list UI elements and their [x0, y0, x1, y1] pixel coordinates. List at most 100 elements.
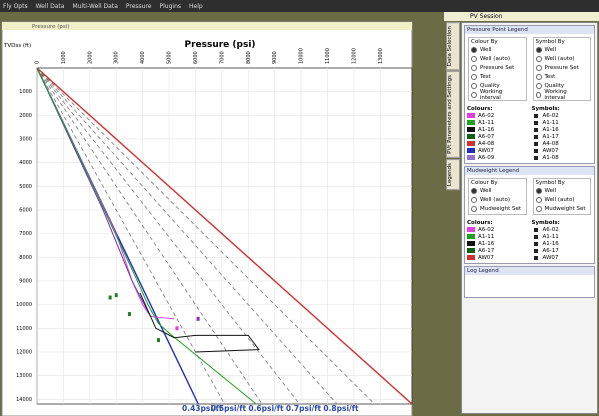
radio-option[interactable]: Working interval [535, 88, 589, 101]
option-label: Working interval [544, 88, 567, 101]
radio-button[interactable] [535, 64, 542, 71]
y-tick-label: 7000 [19, 231, 32, 237]
radio-option[interactable]: Well [471, 186, 524, 195]
gradient-line [36, 67, 375, 405]
options-column: Colour By Well Well (auto) Pressure Set Test… [465, 34, 530, 104]
tab-strip: Data Selection PVt Parameters and Setting… [446, 22, 460, 222]
radio-option[interactable]: Test [535, 72, 589, 81]
x-tick-label: 4000 [140, 51, 146, 64]
radio-option[interactable]: Well (auto) [535, 54, 589, 63]
radio-option[interactable]: Mudweight Set [471, 204, 524, 213]
symbol-icon [533, 127, 538, 132]
well-curve [36, 67, 151, 317]
symbol-icon [533, 241, 538, 246]
colour-swatch [467, 234, 475, 239]
gradient-line [36, 67, 225, 405]
radio-button[interactable] [535, 187, 542, 194]
colour-item: A1-11 [467, 119, 528, 126]
symbol-icon [533, 141, 538, 146]
menu-item[interactable]: Well Data [35, 2, 65, 10]
colour-name: A6-07 [478, 133, 495, 140]
option-label: Pressure Set [544, 64, 579, 71]
radio-option[interactable]: Test [471, 72, 524, 81]
radio-button[interactable] [471, 205, 477, 212]
y-tick-label: 8000 [19, 255, 32, 261]
colour-by-group: Colour By Well Well (auto) Mudweight Set [468, 178, 527, 215]
menu-item[interactable]: Help [189, 2, 203, 10]
radio-option[interactable]: Quality [535, 81, 589, 90]
symbol-name: A1-11 [542, 233, 559, 240]
radio-button[interactable] [471, 46, 477, 53]
symbol-name: A4-08 [542, 140, 559, 147]
colour-item: A6-02 [467, 226, 528, 233]
radio-option[interactable]: Pressure Set [535, 63, 589, 72]
option-label: Test [480, 73, 491, 80]
radio-option[interactable]: Well (auto) [535, 195, 589, 204]
legend-options: Colour By Well Well (auto) Mudweight Set Sym… [465, 175, 594, 218]
menu-item[interactable]: Multi-Well Data [72, 2, 118, 10]
sidebar-tab[interactable]: Data Selection [446, 22, 460, 71]
symbol-name: A1-08 [542, 154, 559, 161]
radio-button[interactable] [471, 73, 477, 80]
radio-button[interactable] [471, 187, 477, 194]
radio-option[interactable]: Pressure Set [471, 63, 524, 72]
symbol-icon [533, 148, 538, 153]
legend-options: Colour By Well Well (auto) Pressure Set Test… [465, 34, 594, 104]
radio-button[interactable] [471, 91, 477, 98]
radio-button[interactable] [535, 73, 542, 80]
menu-item[interactable]: Fly Opts [3, 2, 28, 10]
symbol-name: A1-16 [542, 240, 559, 247]
option-label: Well (auto) [544, 55, 575, 62]
radio-option[interactable]: Well [535, 45, 589, 54]
plot-view: Pressure (psi) Pressure (psi) TVDss (ft)… [0, 12, 444, 416]
radio-button[interactable] [471, 55, 477, 62]
colour-item: AW07 [467, 147, 528, 154]
symbol-icon [533, 134, 538, 139]
legend-panel: Pressure Point Legend Colour By Well Well (… [461, 22, 598, 414]
menu-item[interactable]: Plugins [159, 2, 182, 10]
radio-button[interactable] [471, 82, 477, 89]
menu-item[interactable]: Pressure [125, 2, 152, 10]
pressure-point [108, 295, 112, 300]
legend-box: Log Legend [464, 266, 595, 298]
sidebar-tab[interactable]: PVt Parameters and Settings [446, 71, 460, 159]
radio-button[interactable] [535, 205, 542, 212]
pressure-point [156, 338, 160, 343]
radio-button[interactable] [535, 91, 542, 98]
radio-option[interactable]: Well (auto) [471, 195, 524, 204]
radio-option[interactable]: Well [471, 45, 524, 54]
colour-item: A1-16 [467, 240, 528, 247]
log-legend-body [465, 275, 594, 297]
radio-button[interactable] [535, 196, 542, 203]
y-tick-label: 3000 [19, 136, 32, 142]
radio-option[interactable]: Mudweight Set [535, 204, 589, 213]
radio-button[interactable] [535, 46, 542, 53]
radio-button[interactable] [535, 82, 542, 89]
menu-bar: Fly Opts Well Data Multi-Well Data Pressure… [0, 0, 599, 12]
well-curve [139, 292, 260, 353]
radio-button[interactable] [535, 55, 542, 62]
option-label: Test [544, 73, 556, 80]
symbol-item: A4-08 [532, 140, 593, 147]
colour-name: A1-16 [478, 126, 495, 133]
x-tick-label: 12000 [351, 48, 357, 64]
radio-option[interactable]: Well [535, 186, 589, 195]
y-tick-label: 10000 [16, 302, 32, 308]
symbol-name: AW07 [542, 254, 559, 261]
radio-option[interactable]: Well (auto) [471, 54, 524, 63]
pressure-point [127, 312, 131, 317]
sidebar-tab[interactable]: Legends [446, 159, 460, 191]
radio-option[interactable]: Quality [471, 81, 524, 90]
options-column: Symbol By Well Well (auto) Pressure Set Test… [530, 34, 595, 104]
symbol-item: A1-16 [532, 240, 593, 247]
radio-button[interactable] [471, 64, 477, 71]
radio-button[interactable] [471, 196, 477, 203]
radio-option[interactable]: Working interval [471, 89, 524, 101]
symbol-icon [533, 255, 538, 260]
group-label: Colour By [471, 39, 498, 45]
options-column: Symbol By Well Well (auto) Mudweight Set [530, 175, 595, 218]
y-tick-label: 5000 [19, 184, 32, 190]
colour-item: A6-02 [467, 112, 528, 119]
group-label: Symbol By [535, 180, 565, 186]
symbol-item: AW07 [532, 254, 593, 261]
